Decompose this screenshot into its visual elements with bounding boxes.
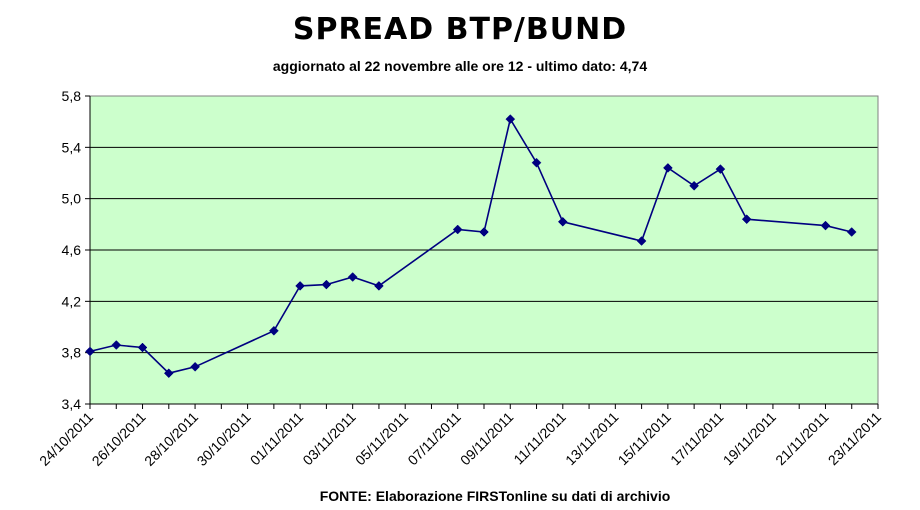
x-tick-label: 19/11/2011: [720, 409, 780, 469]
data-point: [741, 214, 752, 225]
x-tick-label: 05/11/2011: [352, 409, 412, 469]
data-point: [321, 279, 332, 290]
x-tick-label: 24/10/2011: [36, 409, 96, 469]
data-point: [452, 224, 463, 235]
data-point: [163, 368, 174, 379]
x-tick-label: 11/11/2011: [510, 409, 569, 468]
data-point: [137, 342, 148, 353]
chart-source: FONTE: Elaborazione FIRSTonline su dati …: [319, 488, 671, 504]
chart-title: SPREAD BTP/BUND: [292, 12, 628, 47]
data-point: [190, 361, 200, 372]
data-point: [636, 236, 647, 246]
data-point: [689, 180, 699, 191]
chart-subtitle: aggiornato al 22 novembre alle ore 12 - …: [272, 58, 648, 74]
data-point: [663, 163, 673, 173]
x-ticks: 24/10/201126/10/201128/10/201130/10/2011…: [36, 404, 884, 469]
data-point: [347, 272, 358, 282]
series-group: [85, 114, 857, 379]
y-tick-label: 3,4: [62, 396, 82, 412]
y-tick-label: 4,2: [62, 293, 82, 309]
x-tick-label: 03/11/2011: [299, 409, 359, 469]
x-tick-label: 09/11/2011: [457, 409, 517, 469]
x-tick-label: 07/11/2011: [404, 409, 464, 469]
data-point: [820, 220, 831, 231]
y-tick-label: 5,0: [62, 191, 82, 207]
x-tick-label: 17/11/2011: [667, 409, 727, 469]
x-tick-label: 15/11/2011: [615, 409, 675, 469]
y-tick-label: 5,4: [62, 139, 82, 155]
x-tick-label: 01/11/2011: [247, 409, 307, 469]
y-ticks: 3,4 3,8 4,2 4,6 5,0 5,4 5,8: [62, 88, 90, 412]
y-tick-label: 4,6: [62, 242, 82, 258]
data-point: [531, 157, 542, 168]
data-point: [269, 325, 279, 336]
data-point: [479, 227, 489, 237]
x-tick-label: 26/10/2011: [89, 409, 149, 469]
x-tick-label: 13/11/2011: [562, 409, 622, 469]
x-tick-label: 28/10/2011: [141, 409, 201, 469]
x-tick-label: 21/11/2011: [772, 409, 832, 469]
data-point: [557, 216, 568, 227]
series-line: [89, 116, 852, 375]
data-point: [505, 114, 516, 124]
data-point: [85, 346, 95, 357]
y-tick-label: 5,8: [62, 88, 82, 104]
data-point: [846, 227, 857, 237]
x-tick-label: 23/11/2011: [825, 409, 885, 469]
y-tick-label: 3,8: [62, 345, 82, 361]
data-point: [111, 340, 122, 350]
data-point: [715, 164, 726, 174]
data-point: [295, 281, 305, 291]
x-tick-label: 30/10/2011: [194, 409, 254, 469]
data-point: [374, 281, 384, 291]
